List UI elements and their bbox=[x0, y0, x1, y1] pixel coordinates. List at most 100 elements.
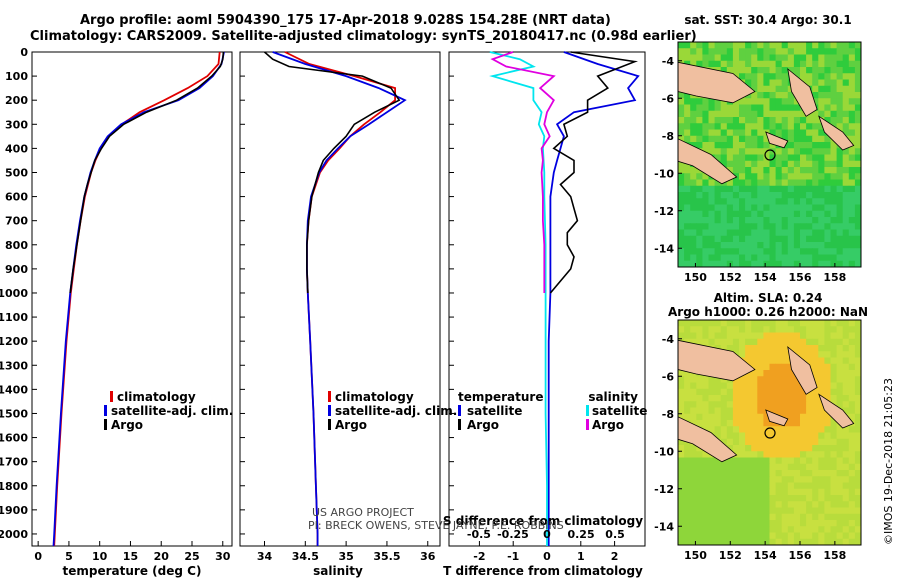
map-cell bbox=[751, 54, 758, 62]
map-cell bbox=[702, 451, 709, 458]
map-cell bbox=[830, 148, 837, 155]
map-cell bbox=[854, 532, 862, 540]
map-cell bbox=[745, 154, 752, 162]
map-cell bbox=[696, 470, 703, 477]
map-cell bbox=[720, 260, 728, 268]
map-cell bbox=[702, 482, 709, 490]
float-position-marker bbox=[764, 149, 776, 161]
map-cell bbox=[854, 345, 862, 352]
map-cell bbox=[745, 192, 752, 199]
map-cell bbox=[739, 488, 746, 496]
map-cell bbox=[745, 438, 752, 446]
map-cell bbox=[696, 463, 703, 471]
x-tick-label: 20 bbox=[154, 550, 170, 563]
map-cell bbox=[751, 98, 758, 105]
map-cell bbox=[678, 470, 685, 477]
map-cell bbox=[769, 345, 776, 352]
map-cell bbox=[745, 345, 752, 352]
map-cell bbox=[696, 98, 703, 105]
map-cell bbox=[732, 67, 740, 74]
map-cell bbox=[757, 154, 764, 162]
map-cell bbox=[812, 432, 819, 440]
map-cell bbox=[678, 445, 685, 452]
map-cell bbox=[824, 198, 831, 205]
map-cell bbox=[739, 254, 746, 262]
map-cell bbox=[726, 326, 734, 333]
map-cell bbox=[830, 426, 837, 433]
map-cell bbox=[684, 117, 691, 124]
map-cell bbox=[757, 204, 764, 212]
map-cell bbox=[787, 326, 795, 333]
map-cell bbox=[751, 142, 758, 149]
map-cell bbox=[818, 154, 825, 162]
map-cell bbox=[787, 451, 795, 458]
map-cell bbox=[696, 142, 703, 149]
map-cell bbox=[720, 501, 728, 508]
map-cell bbox=[739, 235, 746, 243]
map-cell bbox=[714, 426, 722, 433]
map-cell bbox=[696, 501, 703, 508]
map-cell bbox=[745, 204, 752, 212]
map-cell bbox=[708, 457, 715, 465]
map-lat-tick-label: -10 bbox=[654, 167, 674, 180]
map-cell bbox=[787, 248, 795, 255]
map-cell bbox=[763, 351, 770, 358]
map-cell bbox=[702, 98, 709, 105]
map-cell bbox=[757, 210, 764, 218]
map-cell bbox=[684, 532, 691, 540]
map-cell bbox=[848, 338, 856, 346]
map-cell bbox=[806, 160, 813, 168]
map-cell bbox=[793, 123, 801, 130]
map-cell bbox=[781, 117, 789, 124]
map-cell bbox=[812, 73, 819, 80]
map-cell bbox=[726, 438, 734, 446]
map-lon-tick-label: 150 bbox=[684, 271, 707, 284]
map-cell bbox=[806, 526, 813, 533]
map-cell bbox=[848, 370, 856, 377]
map-cell bbox=[812, 148, 819, 155]
map-cell bbox=[824, 185, 831, 193]
map-cell bbox=[806, 432, 813, 440]
map-cell bbox=[793, 482, 801, 490]
x-tick-label: 34.5 bbox=[292, 550, 319, 563]
map-cell bbox=[830, 92, 837, 99]
map-cell bbox=[806, 495, 813, 502]
map-cell bbox=[842, 198, 850, 205]
map-cell bbox=[714, 217, 722, 224]
map-cell bbox=[745, 229, 752, 237]
map-cell bbox=[848, 476, 856, 483]
map-lat-tick-label: -8 bbox=[662, 408, 674, 421]
map-cell bbox=[781, 192, 789, 199]
map-cell bbox=[763, 357, 770, 365]
map-cell bbox=[678, 110, 685, 118]
map-cell bbox=[848, 110, 856, 118]
map-cell bbox=[690, 520, 697, 527]
map-cell bbox=[690, 532, 697, 540]
map-cell bbox=[739, 67, 746, 74]
map-cell bbox=[842, 432, 850, 440]
map-cell bbox=[690, 54, 697, 62]
map-cell bbox=[818, 470, 825, 477]
map-cell bbox=[842, 507, 850, 515]
map-cell bbox=[806, 451, 813, 458]
map-cell bbox=[757, 117, 764, 124]
map-cell bbox=[812, 320, 819, 327]
map-cell bbox=[775, 495, 783, 502]
map-cell bbox=[775, 376, 783, 383]
map-cell bbox=[714, 420, 722, 427]
map-cell bbox=[830, 223, 837, 230]
map-cell bbox=[800, 332, 807, 340]
map-cell bbox=[684, 501, 691, 508]
map-cell bbox=[818, 235, 825, 243]
map-cell bbox=[690, 210, 697, 218]
map-cell bbox=[836, 513, 844, 521]
map-cell bbox=[818, 388, 825, 396]
map-cell bbox=[787, 179, 795, 187]
map-cell bbox=[769, 382, 776, 390]
map-cell bbox=[732, 192, 740, 199]
map-cell bbox=[781, 482, 789, 490]
map-cell bbox=[781, 154, 789, 162]
map-cell bbox=[812, 438, 819, 446]
map-cell bbox=[800, 154, 807, 162]
map-cell bbox=[793, 413, 801, 421]
